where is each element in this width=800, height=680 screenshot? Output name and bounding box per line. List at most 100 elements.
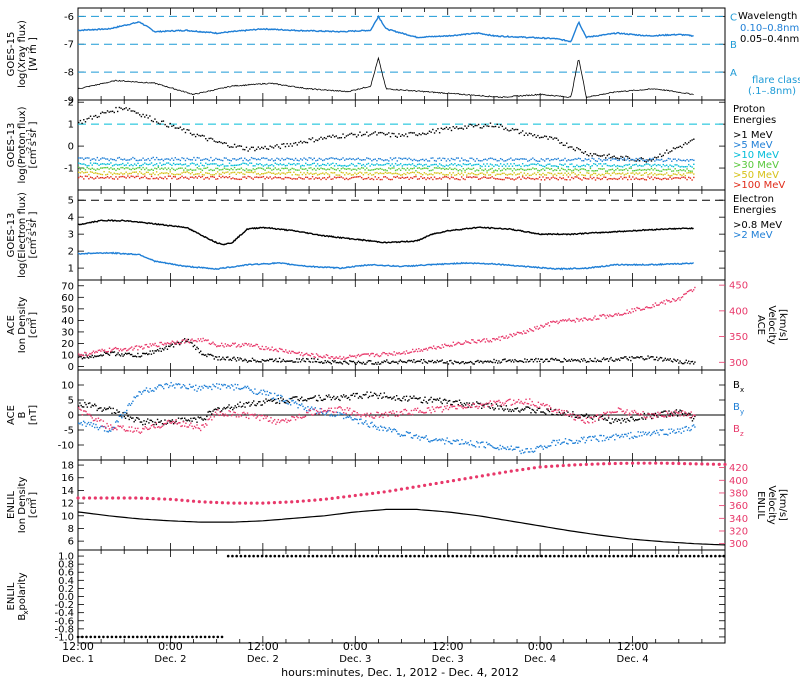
data-point [103, 407, 106, 409]
data-point [689, 170, 692, 172]
data-point [306, 176, 309, 179]
data-point [206, 415, 208, 418]
data-point [96, 156, 99, 159]
data-point [524, 408, 526, 410]
data-point [237, 158, 239, 161]
data-point [283, 360, 286, 362]
data-point [525, 174, 527, 176]
data-point [456, 342, 458, 345]
data-point [413, 164, 415, 167]
data-point [134, 419, 137, 421]
data-point [384, 353, 387, 355]
data-point [645, 169, 648, 171]
data-point [536, 445, 538, 448]
data-point [121, 349, 123, 352]
data-point [216, 408, 218, 411]
data-point [399, 411, 402, 413]
data-point [631, 308, 633, 310]
data-point [591, 435, 594, 438]
data-point [204, 354, 207, 356]
data-point [523, 177, 526, 179]
data-point [395, 395, 398, 397]
data-point [132, 431, 134, 433]
data-point [284, 145, 287, 148]
data-point [469, 123, 471, 126]
data-point [580, 436, 583, 439]
series--1-mev [78, 106, 695, 163]
data-point [156, 386, 159, 388]
data-point [171, 340, 174, 342]
data-point [264, 415, 266, 417]
data-point [481, 169, 483, 171]
data-point [425, 167, 427, 169]
data-point [187, 387, 190, 390]
data-point [101, 157, 104, 159]
data-point [334, 407, 336, 409]
data-point [577, 318, 579, 320]
data-point [283, 401, 286, 404]
data-point [516, 173, 519, 175]
data-point [533, 158, 536, 161]
data-point [273, 418, 276, 421]
data-point [582, 438, 584, 440]
data-point [129, 404, 132, 406]
data-point [686, 168, 688, 170]
data-point [662, 154, 665, 157]
data-point [347, 178, 349, 181]
data-point [292, 416, 294, 418]
data-point [247, 171, 249, 174]
data-point [493, 337, 495, 340]
data-point [594, 414, 596, 417]
data-point [128, 164, 131, 167]
y-tick-label: -9 [64, 96, 74, 107]
data-point [335, 397, 337, 399]
data-point [660, 178, 663, 181]
data-point [542, 136, 544, 139]
data-point [457, 157, 459, 159]
data-point [174, 157, 176, 159]
data-point [425, 178, 427, 181]
data-point [564, 144, 566, 147]
data-point [447, 128, 449, 130]
data-point [167, 173, 170, 175]
data-point [371, 169, 373, 171]
data-point [694, 426, 696, 428]
data-point [235, 178, 237, 180]
data-point [293, 162, 295, 165]
data-point [160, 384, 162, 387]
data-point [372, 352, 374, 355]
data-point [243, 403, 245, 405]
data-point [166, 342, 169, 344]
data-point [100, 158, 102, 160]
data-point [589, 160, 592, 162]
data-point [352, 176, 354, 179]
data-point [289, 158, 292, 160]
data-point [163, 344, 165, 346]
data-point [180, 417, 182, 420]
data-point [311, 158, 314, 161]
data-point [105, 158, 107, 160]
data-point [200, 135, 202, 137]
data-point [569, 159, 571, 162]
data-point [491, 164, 493, 166]
data-point [215, 167, 217, 170]
data-point [449, 177, 451, 180]
data-point [464, 361, 467, 364]
data-point [365, 353, 367, 355]
data-point [198, 134, 200, 137]
data-point [124, 417, 127, 419]
data-point [113, 426, 116, 429]
data-point [469, 157, 471, 159]
data-point [122, 425, 124, 427]
data-point [672, 170, 675, 172]
data-point [374, 168, 376, 171]
data-point [364, 178, 366, 180]
data-point [527, 168, 529, 171]
data-point [611, 435, 614, 437]
data-point [576, 146, 578, 149]
data-point [513, 448, 515, 450]
data-point [349, 415, 351, 417]
data-point [435, 438, 437, 440]
data-point [325, 172, 327, 174]
